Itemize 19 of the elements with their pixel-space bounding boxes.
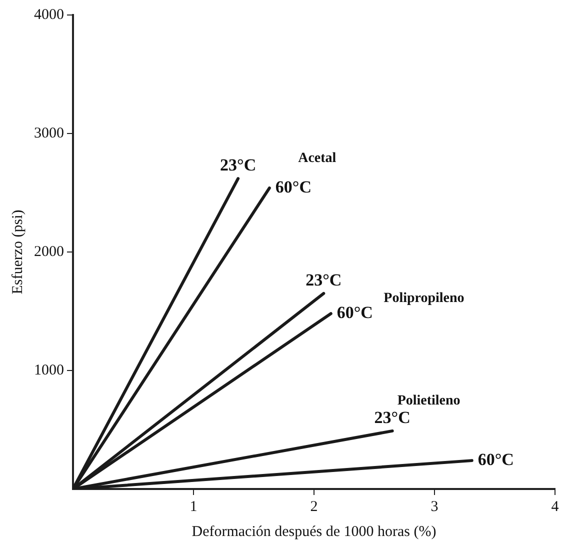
y-tick-label: 2000 <box>34 244 64 260</box>
y-tick-label: 1000 <box>34 362 64 378</box>
y-axis-title: Esfuerzo (psi) <box>10 210 26 294</box>
x-tick-label: 3 <box>430 498 438 515</box>
y-tick-label: 4000 <box>34 6 64 23</box>
annotation: Polietileno <box>397 394 460 409</box>
series-label: 60°C <box>478 450 514 469</box>
x-tick-label: 1 <box>190 498 198 515</box>
series-label: 60°C <box>336 303 373 322</box>
x-tick-label: 4 <box>551 498 560 515</box>
x-tick-label: 2 <box>310 498 318 515</box>
series-label: 23°C <box>374 408 410 427</box>
series-label: 60°C <box>275 177 312 196</box>
series-label: 23°C <box>220 155 256 174</box>
x-axis-title: Deformación después de 1000 horas (%) <box>192 524 436 540</box>
series-label: 23°C <box>306 270 342 290</box>
y-tick-label: 3000 <box>34 125 64 142</box>
annotation: Acetal <box>298 151 336 166</box>
annotation: Polipropileno <box>384 291 464 306</box>
